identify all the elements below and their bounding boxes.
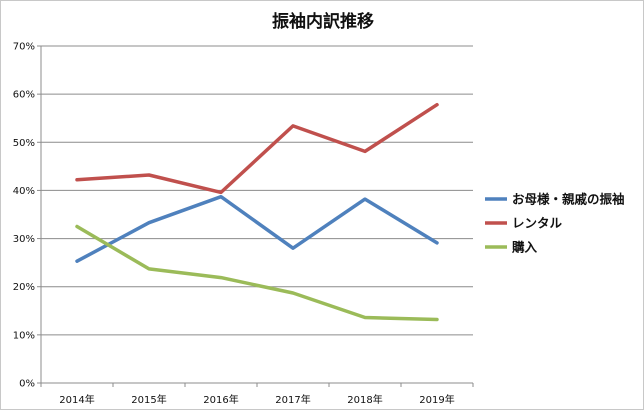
series-line-1 <box>77 105 437 193</box>
y-tick-label: 30% <box>13 234 35 245</box>
axes <box>37 46 473 387</box>
legend-label: 購入 <box>511 240 538 255</box>
y-tick-label: 40% <box>13 186 35 197</box>
legend-label: お母様・親戚の振袖 <box>512 192 625 207</box>
plot-series <box>77 105 437 320</box>
x-tick-label: 2016年 <box>203 393 238 406</box>
y-tick-label: 10% <box>13 330 35 341</box>
x-tick-label: 2019年 <box>419 393 454 406</box>
y-axis-tick-labels: 0% 10% 20% 30% 40% 50% 60% 70% <box>13 42 35 390</box>
gridlines <box>41 46 473 335</box>
legend-label: レンタル <box>512 216 563 231</box>
y-tick-label: 50% <box>13 138 35 149</box>
x-tick-label: 2014年 <box>59 393 94 406</box>
x-tick-label: 2017年 <box>275 393 310 406</box>
y-tick-label: 70% <box>13 42 35 53</box>
chart-title: 振袖内訳推移 <box>272 11 374 32</box>
series-line-2 <box>77 227 437 320</box>
y-tick-label: 20% <box>13 282 35 293</box>
x-tick-label: 2018年 <box>347 393 382 406</box>
x-axis-tick-labels: 2014年 2015年 2016年 2017年 2018年 2019年 <box>59 393 454 406</box>
y-tick-label: 0% <box>19 379 35 390</box>
x-tick-label: 2015年 <box>131 393 166 406</box>
y-tick-label: 60% <box>13 90 35 101</box>
series-line-0 <box>77 197 437 262</box>
